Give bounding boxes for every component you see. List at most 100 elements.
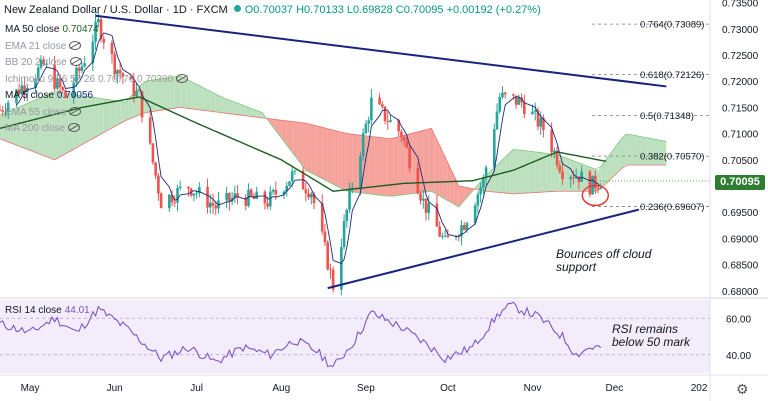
ichimoku-cloud-segment <box>0 114 3 140</box>
ichimoku-cloud-segment <box>158 78 162 111</box>
ichimoku-cloud-segment <box>300 122 304 167</box>
ichimoku-cloud-segment <box>655 139 659 166</box>
candle-body <box>290 171 294 182</box>
ichimoku-cloud-segment <box>278 119 282 138</box>
candle-body <box>419 193 422 201</box>
y-tick-label: 0.69500 <box>722 208 759 219</box>
ichimoku-cloud-segment <box>338 131 342 189</box>
candle-body <box>539 117 542 127</box>
hidden-eye-icon[interactable] <box>176 73 189 83</box>
candle-body <box>173 202 177 204</box>
candle-body <box>56 78 59 89</box>
rsi-band <box>0 300 710 373</box>
ichimoku-cloud-segment <box>207 89 211 112</box>
candle-body <box>523 102 526 115</box>
ichimoku-cloud-segment <box>182 77 186 109</box>
ichimoku-cloud-segment <box>633 135 637 166</box>
settings-gear-icon[interactable]: ⚙ <box>736 381 749 397</box>
ichimoku-cloud-segment <box>379 137 383 196</box>
ichimoku-cloud-segment <box>54 91 58 160</box>
candle-body <box>17 89 21 95</box>
ohlc-readout: O0.70037 H0.70133 L0.69828 C0.70095 +0.0… <box>244 4 541 16</box>
legend-label: BB 20 2 close <box>5 57 67 68</box>
candle-body <box>340 247 343 290</box>
candle-body <box>577 176 581 183</box>
ichimoku-cloud-segment <box>229 100 233 115</box>
candle-body <box>492 129 496 168</box>
ichimoku-cloud-segment <box>532 151 536 193</box>
ichimoku-cloud-segment <box>327 128 331 183</box>
cloud-span-a <box>0 75 667 208</box>
ichimoku-cloud-segment <box>537 152 541 193</box>
ichimoku-cloud-segment <box>663 140 667 166</box>
candle-body <box>553 150 556 153</box>
candle-body <box>531 111 534 115</box>
x-tick-label: Nov <box>524 383 542 394</box>
rsi-tick-label: 40.00 <box>726 351 751 362</box>
ichimoku-cloud-segment <box>30 101 33 152</box>
candle-body <box>310 193 313 198</box>
ichimoku-cloud-segment <box>114 100 118 127</box>
hidden-eye-icon[interactable] <box>69 106 82 116</box>
candle-body <box>247 189 250 206</box>
hidden-eye-icon[interactable] <box>69 40 82 50</box>
candle-body <box>135 90 138 97</box>
candle-body <box>476 194 480 206</box>
ichimoku-cloud-segment <box>87 96 91 142</box>
ichimoku-cloud-segment <box>660 140 664 166</box>
candle-body <box>6 102 10 112</box>
candle-body <box>211 202 215 206</box>
symbol-title: New Zealand Dollar / U.S. Dollar · 1D · … <box>4 4 228 16</box>
ichimoku-cloud-segment <box>90 96 93 141</box>
ichimoku-cloud-segment <box>395 136 399 196</box>
legend-item[interactable]: Ichimoku 9 26 52 26 0.70776 0.70390 <box>5 73 189 85</box>
candle-body <box>520 97 523 103</box>
candle-body <box>596 188 600 190</box>
ichimoku-cloud-segment <box>316 125 320 178</box>
candle-body <box>400 131 403 137</box>
hidden-eye-icon[interactable] <box>68 123 81 132</box>
candle-body <box>1 110 5 112</box>
candle-body <box>77 67 81 71</box>
candle-body <box>99 19 103 40</box>
ichimoku-cloud-segment <box>188 80 192 109</box>
candle-body <box>121 73 125 77</box>
hidden-eye-icon[interactable] <box>69 57 82 66</box>
legend-item[interactable]: MA 200 close <box>5 123 81 134</box>
candle-body <box>94 22 97 42</box>
current-price-label: 0.70095 <box>715 175 765 190</box>
candle-body <box>72 82 76 98</box>
cloud-span-b <box>0 106 667 195</box>
ichimoku-cloud-segment <box>628 134 631 166</box>
candle-body <box>443 235 447 237</box>
candle-body <box>97 19 100 23</box>
highlight-circle <box>581 184 610 207</box>
candle-body <box>383 106 387 122</box>
ichimoku-cloud-segment <box>518 149 522 194</box>
legend-item[interactable]: EMA 21 close <box>5 40 82 52</box>
candle-body <box>75 67 78 83</box>
candle-body <box>588 171 592 195</box>
legend-value: 0.70474 <box>62 24 99 35</box>
legend-item[interactable]: MA 5 close 0.70056 <box>5 90 93 101</box>
ichimoku-cloud-segment <box>649 138 653 166</box>
ichimoku-cloud-segment <box>13 108 17 146</box>
ichimoku-cloud-segment <box>371 136 375 195</box>
candle-body <box>558 165 562 172</box>
legend-item[interactable]: MA 50 close 0.70474 <box>5 24 99 35</box>
legend-item[interactable]: EMA 55 close <box>5 106 82 118</box>
ichimoku-cloud-segment <box>333 130 336 186</box>
candle-body <box>20 85 24 95</box>
ichimoku-cloud-segment <box>505 154 508 194</box>
y-tick-label: 0.70500 <box>722 156 759 167</box>
candle-body <box>441 236 444 237</box>
x-tick-label: Jul <box>190 383 203 394</box>
ichimoku-cloud-segment <box>428 128 432 192</box>
ichimoku-cloud-segment <box>221 96 224 113</box>
legend-item[interactable]: BB 20 2 close <box>5 57 82 68</box>
candle-body <box>397 120 400 132</box>
ichimoku-cloud-segment <box>16 107 20 147</box>
ichimoku-cloud-segment <box>630 134 634 166</box>
x-tick-label: Oct <box>440 383 456 394</box>
